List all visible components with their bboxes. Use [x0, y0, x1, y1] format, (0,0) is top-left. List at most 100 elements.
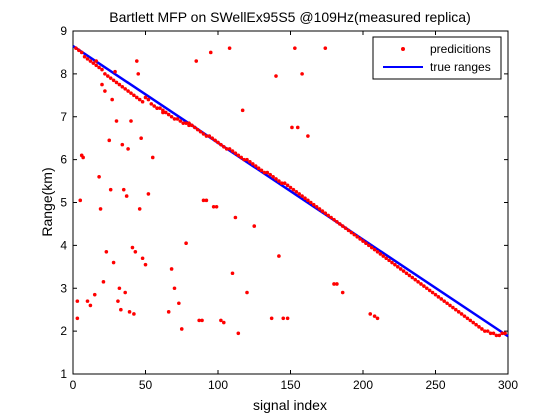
prediction-point — [187, 121, 191, 125]
prediction-point — [390, 260, 394, 265]
x-tick-label: 0 — [70, 378, 77, 392]
prediction-point — [123, 87, 127, 91]
prediction-point — [94, 59, 98, 63]
prediction-point — [137, 207, 142, 211]
prediction-point — [259, 168, 264, 173]
prediction-point — [335, 219, 339, 224]
prediction-point — [121, 187, 126, 192]
prediction-point — [477, 325, 481, 329]
prediction-point — [268, 172, 273, 177]
prediction-point — [200, 318, 204, 323]
prediction-point — [488, 331, 493, 336]
prediction-point — [401, 269, 406, 273]
prediction-point — [178, 119, 183, 123]
prediction-point — [427, 288, 432, 293]
prediction-point — [445, 301, 449, 306]
y-tick-label: 1 — [60, 367, 67, 381]
prediction-point — [343, 226, 348, 231]
prediction-point — [88, 59, 93, 63]
prediction-point — [169, 267, 174, 271]
prediction-point — [230, 149, 235, 153]
y-tick-label: 5 — [60, 196, 67, 210]
prediction-point — [430, 290, 435, 295]
x-tick-label: 50 — [139, 378, 153, 392]
prediction-point — [143, 262, 148, 267]
prediction-point — [465, 316, 470, 321]
y-tick-label: 7 — [60, 110, 67, 124]
prediction-point — [169, 114, 174, 119]
prediction-point — [285, 316, 290, 321]
prediction-point — [332, 282, 336, 286]
prediction-point — [210, 136, 214, 140]
prediction-point — [271, 174, 275, 179]
chart-title: Bartlett MFP on SWellEx95S5 @109Hz(measu… — [109, 9, 471, 25]
prediction-point — [407, 273, 412, 278]
prediction-point — [252, 224, 257, 228]
prediction-point — [338, 222, 342, 226]
prediction-point — [306, 134, 310, 138]
prediction-point — [236, 331, 241, 336]
prediction-point — [79, 50, 84, 55]
prediction-point — [74, 46, 78, 50]
prediction-point — [219, 142, 223, 147]
y-axis-ticks: 1 2 3 4 5 6 7 8 9 — [60, 24, 508, 381]
prediction-point — [454, 307, 458, 312]
prediction-point — [149, 102, 154, 106]
prediction-point — [332, 217, 336, 222]
series-line-true-ranges — [72, 44, 509, 338]
prediction-point — [204, 134, 209, 138]
prediction-point — [120, 84, 125, 89]
prediction-point — [146, 97, 151, 102]
legend: predicitions true ranges — [372, 36, 502, 80]
prediction-point — [130, 245, 135, 250]
prediction-point — [277, 254, 281, 258]
prediction-point — [253, 164, 258, 168]
prediction-point — [293, 46, 297, 50]
prediction-point — [77, 48, 81, 53]
prediction-point — [323, 211, 328, 216]
prediction-point — [416, 280, 420, 284]
prediction-point — [211, 204, 216, 209]
prediction-point — [503, 331, 507, 336]
prediction-point — [214, 204, 219, 209]
prediction-point — [172, 117, 177, 121]
prediction-point — [361, 239, 365, 243]
prediction-point — [233, 151, 238, 155]
prediction-point — [85, 299, 90, 303]
prediction-point — [320, 209, 325, 213]
prediction-point — [126, 147, 130, 151]
prediction-point — [372, 247, 377, 252]
prediction-point — [425, 286, 429, 291]
prediction-point — [381, 254, 386, 258]
y-tick-label: 8 — [60, 67, 67, 81]
prediction-point — [135, 95, 139, 100]
prediction-point — [126, 89, 130, 93]
prediction-point — [139, 136, 143, 140]
prediction-point — [146, 192, 151, 196]
prediction-point — [197, 318, 201, 323]
prediction-point — [194, 59, 199, 63]
prediction-point — [88, 303, 93, 308]
prediction-point — [190, 123, 194, 128]
prediction-point — [295, 125, 300, 130]
prediction-point — [387, 258, 391, 263]
prediction-point — [166, 112, 171, 117]
prediction-point — [340, 224, 345, 228]
prediction-point — [471, 320, 476, 325]
prediction-point — [485, 329, 490, 333]
prediction-point — [355, 235, 360, 239]
prediction-point — [177, 301, 181, 306]
prediction-point — [193, 125, 197, 130]
legend-box — [372, 36, 502, 80]
prediction-point — [442, 299, 447, 303]
prediction-point — [346, 228, 351, 233]
prediction-point — [140, 256, 145, 261]
prediction-point — [114, 119, 119, 123]
prediction-point — [114, 80, 119, 85]
prediction-point — [364, 241, 368, 246]
prediction-point — [117, 286, 122, 291]
prediction-point — [117, 82, 122, 87]
prediction-point — [497, 333, 502, 338]
prediction-point — [248, 159, 252, 164]
